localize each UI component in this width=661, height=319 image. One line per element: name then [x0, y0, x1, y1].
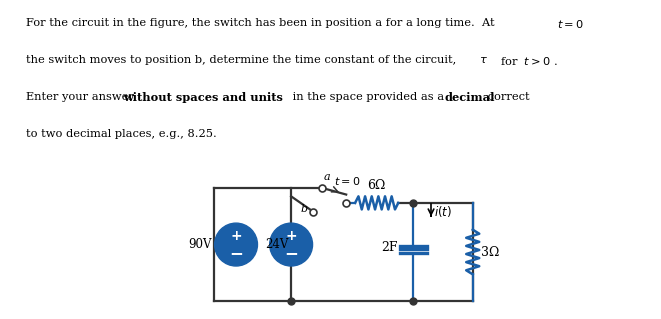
Text: the switch moves to position b, determine the time constant of the circuit,: the switch moves to position b, determin…	[26, 55, 463, 65]
Text: decimal: decimal	[445, 92, 495, 103]
Text: 24V: 24V	[265, 238, 289, 251]
Text: for  $t > 0$ .: for $t > 0$ .	[493, 55, 558, 67]
Text: 90V: 90V	[188, 238, 212, 251]
Text: 6Ω: 6Ω	[368, 179, 386, 192]
Circle shape	[215, 223, 258, 266]
Text: in the space provided as a: in the space provided as a	[289, 92, 447, 102]
Text: $t = 0$: $t = 0$	[557, 18, 584, 30]
Text: $\tau$: $\tau$	[479, 55, 488, 65]
Text: $i(t)$: $i(t)$	[434, 204, 452, 219]
Text: 3Ω: 3Ω	[481, 246, 500, 258]
Circle shape	[270, 223, 313, 266]
Text: +: +	[230, 229, 242, 243]
Text: without spaces and units: without spaces and units	[124, 92, 284, 103]
Text: −: −	[284, 244, 298, 263]
Text: b: b	[301, 204, 308, 214]
Text: 2F: 2F	[381, 241, 397, 254]
Text: For the circuit in the figure, the switch has been in position a for a long time: For the circuit in the figure, the switc…	[26, 18, 502, 28]
Text: −: −	[229, 244, 243, 263]
Text: a: a	[324, 172, 330, 182]
Text: Enter your answer: Enter your answer	[26, 92, 137, 102]
Text: $t = 0$: $t = 0$	[334, 174, 360, 187]
Text: to two decimal places, e.g., 8.25.: to two decimal places, e.g., 8.25.	[26, 129, 217, 139]
Text: +: +	[286, 229, 297, 243]
Text: correct: correct	[484, 92, 529, 102]
